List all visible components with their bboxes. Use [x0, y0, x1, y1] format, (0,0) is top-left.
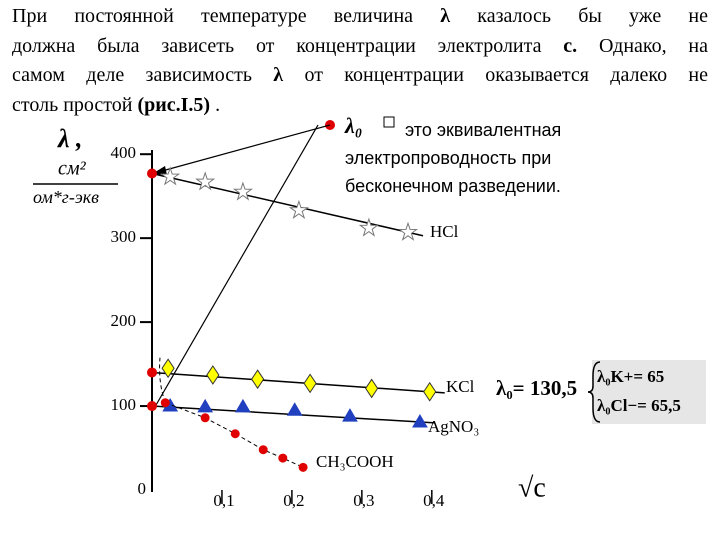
star-marker — [288, 199, 310, 219]
arrow-line — [161, 124, 331, 172]
circle-marker — [200, 413, 210, 423]
diamond-marker — [206, 365, 220, 385]
y-label: ом*г-экв — [33, 187, 99, 207]
square-bullet — [383, 116, 395, 128]
text-segment: λ — [273, 64, 284, 86]
star-marker — [398, 221, 419, 241]
y-label: см² — [58, 158, 87, 180]
star-marker — [358, 217, 379, 237]
definition-line: бесконечном разведении. — [345, 176, 561, 196]
x-tick-label: 0 — [138, 479, 147, 498]
x-tick-label: 0,4 — [423, 491, 445, 510]
diamond-marker — [251, 369, 265, 390]
circle-marker — [230, 429, 240, 439]
text-segment: казалось бы уже не — [450, 5, 708, 27]
text-segment: (рис.I.5) — [137, 93, 211, 116]
brace — [587, 361, 601, 423]
y-label: λ , — [57, 124, 83, 153]
x-tick-label: 0,1 — [213, 491, 234, 510]
kcl-cation: λ₀K+= 65 — [597, 367, 664, 386]
y-tick-label: 300 — [111, 227, 137, 246]
star-marker — [232, 181, 253, 201]
diamond-marker — [303, 373, 317, 394]
circle-marker — [258, 445, 268, 455]
text-segment: . — [210, 93, 221, 116]
series-label: CH₃COOH — [316, 452, 394, 471]
text-line: должна была зависеть от концентрации эле… — [12, 32, 708, 62]
y-tick-label: 100 — [111, 395, 137, 414]
lambda0-label: λ₀ — [344, 113, 362, 138]
text-line: При постоянной температуре величина λ ка… — [12, 2, 708, 32]
star-marker — [195, 171, 216, 191]
paragraph: При постоянной температуре величина λ ка… — [12, 2, 708, 120]
text-line: столь простой (рис.I.5) . — [12, 91, 708, 121]
triangle-marker — [286, 402, 303, 416]
kcl-sum: λ₀= 130,5 — [496, 376, 577, 400]
x-tick-label: 0,3 — [353, 491, 374, 510]
triangle-marker — [342, 408, 358, 422]
triangle-marker — [412, 414, 428, 428]
diamond-marker — [423, 381, 437, 402]
circle-marker — [298, 462, 308, 472]
series-label: KCl — [446, 377, 475, 396]
definition-line: это эквивалентная — [405, 120, 561, 140]
x-label: √c — [518, 472, 546, 503]
star-marker — [160, 166, 181, 186]
series-label: AgNO₃ — [428, 417, 479, 436]
fit-line — [151, 371, 445, 394]
circle-marker — [160, 398, 170, 408]
limit-point — [147, 401, 157, 412]
circle-marker — [278, 453, 288, 463]
diamond-marker — [161, 358, 175, 379]
text-segment: с. — [563, 34, 578, 57]
text-segment: должна была зависеть от концентрации эле… — [12, 34, 564, 57]
triangle-marker — [235, 398, 251, 413]
highlight-box — [592, 360, 706, 424]
y-tick-label: 200 — [111, 311, 137, 330]
guide-line — [151, 124, 319, 413]
y-tick-label: 400 — [111, 143, 137, 162]
x-tick-label: 0,2 — [283, 491, 304, 510]
definition-line: электропроводность при — [345, 148, 551, 168]
triangle-marker — [197, 398, 214, 413]
limit-point — [147, 367, 157, 378]
text-segment: самом деле зависимость — [12, 64, 274, 86]
diamond-marker — [365, 378, 379, 399]
text-segment: λ — [440, 5, 451, 27]
text-segment: столь простой — [12, 93, 138, 116]
text-segment: от концентрации оказывается далеко не — [283, 64, 708, 86]
text-line: самом деле зависимость λ от концентрации… — [12, 61, 708, 91]
text-segment: При постоянной температуре величина — [12, 5, 441, 27]
limit-point — [147, 168, 157, 179]
series-label: HCl — [430, 222, 459, 241]
kcl-anion: λ₀Cl−= 65,5 — [597, 396, 681, 415]
text-segment: Однако, на — [577, 34, 709, 57]
